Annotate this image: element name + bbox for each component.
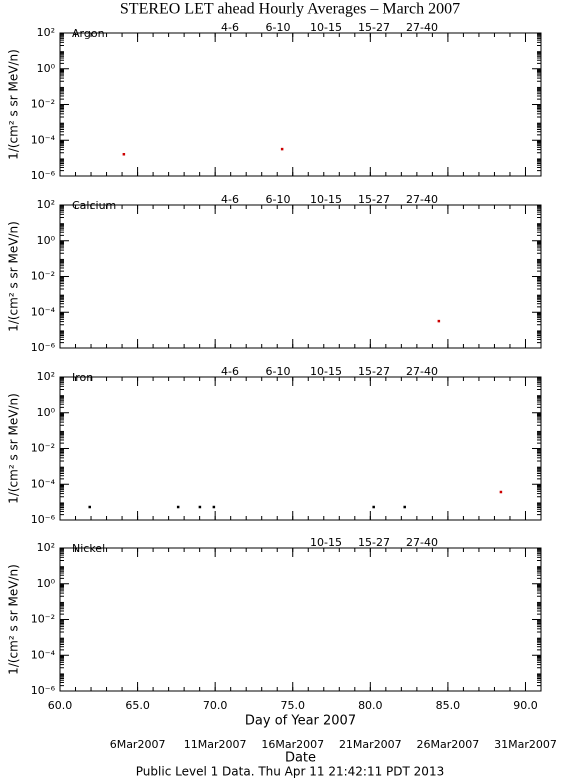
date-label: 11Mar2007	[184, 738, 247, 751]
x-tick-label: 60.0	[48, 699, 73, 712]
x-tick-label: 90.0	[513, 699, 538, 712]
x-tick-label: 65.0	[125, 699, 150, 712]
y-tick-label: 10²	[37, 370, 55, 383]
legend-entry: 27-40	[406, 193, 438, 206]
date-label: 21Mar2007	[339, 738, 402, 751]
y-tick-label: 10⁰	[37, 62, 56, 75]
data-point	[198, 505, 202, 509]
date-label: 26Mar2007	[417, 738, 480, 751]
y-axis-label: 1/(cm² s sr MeV/n)	[7, 393, 21, 504]
legend-entry: 10-15	[310, 21, 342, 34]
legend-entry: 4-6	[221, 21, 239, 34]
y-tick-label: 10⁻⁶	[31, 684, 56, 697]
y-tick-label: 10⁻⁴	[31, 133, 56, 146]
x-tick-label: 85.0	[436, 699, 461, 712]
x-axis-label: Day of Year 2007	[245, 714, 356, 729]
footer: Public Level 1 Data. Thu Apr 11 21:42:11…	[136, 765, 444, 779]
chart-title: STEREO LET ahead Hourly Averages – March…	[120, 1, 460, 18]
legend-entry: 27-40	[406, 21, 438, 34]
data-point	[88, 505, 91, 509]
legend-entry: 15-27	[358, 365, 390, 378]
plot-frame	[59, 547, 542, 692]
legend-entry: 15-27	[358, 21, 390, 34]
plot-frame	[59, 32, 542, 177]
y-tick-label: 10⁻²	[31, 270, 55, 283]
y-tick-label: 10²	[37, 198, 55, 211]
y-tick-label: 10⁰	[37, 406, 56, 419]
x-tick-label: 80.0	[358, 699, 383, 712]
legend-entry: 10-15	[310, 365, 342, 378]
y-tick-label: 10²	[37, 541, 55, 554]
data-point	[212, 505, 216, 509]
legend-entry: 27-40	[406, 536, 438, 549]
y-tick-label: 10⁰	[37, 234, 56, 247]
legend-entry: 6-10	[266, 21, 291, 34]
y-tick-label: 10⁻⁴	[31, 477, 56, 490]
y-tick-label: 10²	[37, 26, 55, 39]
panel-label: Argon	[72, 27, 105, 40]
legend-entry: 6-10	[266, 193, 291, 206]
y-tick-label: 10⁰	[37, 577, 56, 590]
y-tick-label: 10⁻⁶	[31, 169, 56, 182]
y-tick-label: 10⁻²	[31, 98, 55, 111]
y-tick-label: 10⁻⁶	[31, 341, 56, 354]
legend-entry: 4-6	[221, 193, 239, 206]
date-label: 31Mar2007	[494, 738, 557, 751]
x-tick-label: 70.0	[203, 699, 228, 712]
legend-entry: 15-27	[358, 193, 390, 206]
data-point	[176, 505, 180, 509]
legend-entry: 15-27	[358, 536, 390, 549]
y-axis-label: 1/(cm² s sr MeV/n)	[7, 221, 21, 332]
legend-entry: 4-6	[221, 365, 239, 378]
panel-label: Nickel	[72, 542, 105, 555]
data-point	[372, 505, 375, 509]
data-point	[403, 505, 406, 509]
date-label: 6Mar2007	[110, 738, 166, 751]
legend-entry: 10-15	[310, 193, 342, 206]
date-label: 16Mar2007	[261, 738, 324, 751]
legend-entry: 6-10	[266, 365, 291, 378]
panel-label: Iron	[72, 371, 93, 384]
plot-frame	[59, 204, 542, 349]
legend-entry: 27-40	[406, 365, 438, 378]
y-tick-label: 10⁻⁴	[31, 305, 56, 318]
data-point	[280, 147, 284, 151]
y-tick-label: 10⁻²	[31, 442, 55, 455]
date-axis-label: Date	[285, 751, 316, 766]
data-point	[499, 490, 503, 494]
data-point	[122, 153, 126, 156]
panel-label: Calcium	[72, 199, 116, 212]
y-axis-label: 1/(cm² s sr MeV/n)	[7, 564, 21, 675]
y-axis-label: 1/(cm² s sr MeV/n)	[7, 49, 21, 160]
legend-entry: 10-15	[310, 536, 342, 549]
y-tick-label: 10⁻⁶	[31, 513, 56, 526]
plot-frame	[59, 376, 542, 521]
data-point	[437, 319, 441, 323]
y-tick-label: 10⁻⁴	[31, 648, 56, 661]
x-tick-label: 75.0	[280, 699, 305, 712]
y-tick-label: 10⁻²	[31, 613, 55, 626]
